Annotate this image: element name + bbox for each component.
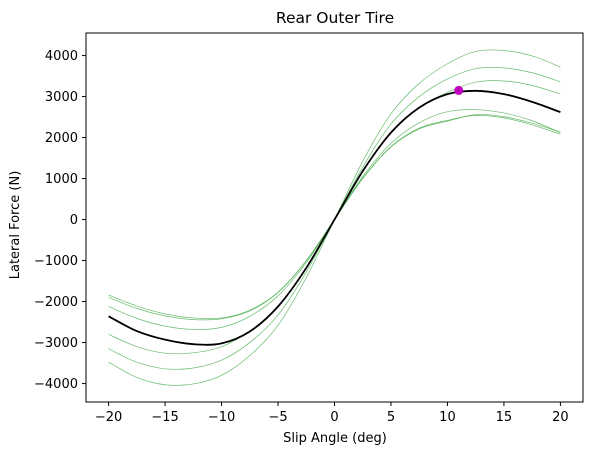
peak-marker-point	[454, 85, 464, 95]
y-tick-label: −4000	[34, 377, 78, 392]
x-tick-label: 0	[330, 410, 338, 425]
x-tick-label: 5	[387, 410, 395, 425]
chart-title: Rear Outer Tire	[276, 9, 394, 27]
series-line-sample-5	[108, 114, 561, 321]
x-tick-label: 20	[552, 410, 569, 425]
x-tick-label: −20	[95, 410, 122, 425]
y-tick-label: 2000	[45, 131, 78, 146]
series-line-sample-6	[108, 114, 561, 320]
y-tick-label: 1000	[45, 172, 78, 187]
x-tick-label: 15	[496, 410, 513, 425]
y-axis-ticks: −4000 −3000 −2000 −1000 0 1000 2000 3000 4000	[34, 49, 86, 392]
marker-layer	[454, 85, 464, 95]
x-axis-label: Slip Angle (deg)	[283, 431, 387, 446]
x-tick-label: −10	[208, 410, 235, 425]
series-line-main	[108, 89, 561, 346]
x-axis-ticks: −20 −15 −10 −5 0 5 10 15 20	[95, 402, 569, 425]
y-axis-label: Lateral Force (N)	[8, 171, 23, 280]
x-tick-label: −15	[151, 410, 178, 425]
plot-area-frame	[85, 32, 584, 403]
y-tick-label: 0	[70, 213, 78, 228]
series-line-sample-1	[108, 49, 561, 386]
y-tick-label: 4000	[45, 49, 78, 64]
series-layer	[108, 49, 561, 386]
series-line-sample-3	[108, 80, 561, 355]
y-tick-label: −2000	[34, 295, 78, 310]
x-tick-label: −5	[268, 410, 287, 425]
x-tick-label: 10	[439, 410, 456, 425]
y-tick-label: −1000	[34, 254, 78, 269]
y-tick-label: 3000	[45, 90, 78, 105]
y-tick-label: −3000	[34, 336, 78, 351]
